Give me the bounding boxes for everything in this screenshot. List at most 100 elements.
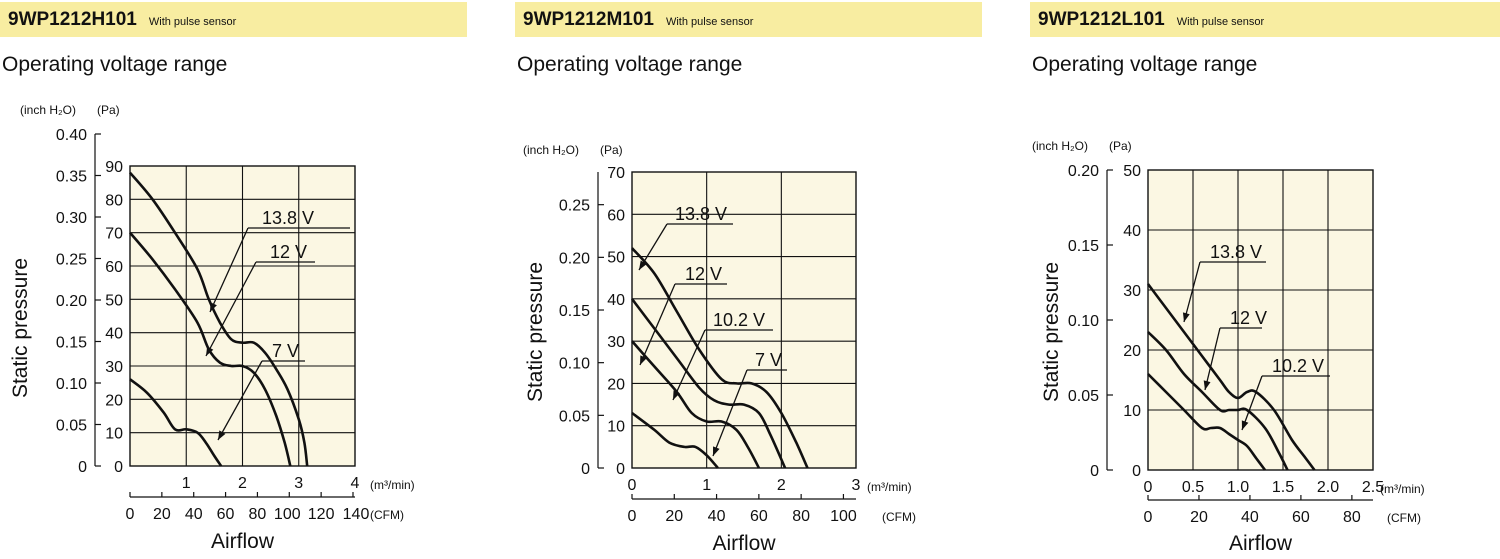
series-label-arrowhead [1182, 312, 1190, 322]
cfm-tick-label: 100 [830, 508, 857, 525]
pa-tick-label: 20 [1123, 343, 1141, 360]
plot-area [631, 171, 857, 469]
series-label-leader [672, 329, 706, 401]
pa-tick-label: 40 [1123, 223, 1141, 240]
inh2o-unit-label: (inch H₂O) [20, 103, 76, 117]
cfm-tick-label: 20 [1190, 509, 1208, 526]
m3-unit-label: (m³/min) [867, 480, 912, 494]
cfm-unit-label: (CFM) [370, 508, 404, 522]
series-curve-12v [1147, 331, 1289, 471]
pa-tick-label: 10 [607, 419, 625, 436]
pa-tick-label: 50 [1123, 163, 1141, 180]
series-label: 12 V [1230, 308, 1267, 328]
inh2o-tick-label: 0.15 [56, 335, 87, 352]
series-label-arrowhead [1241, 420, 1249, 430]
y-axis-title: Static pressure [524, 262, 547, 402]
series-label-leader [639, 283, 676, 366]
cfm-tick-label: 140 [343, 506, 370, 523]
inh2o-tick-label: 0.15 [559, 303, 590, 320]
model-header: 9WP1212H101 With pulse sensor [0, 2, 467, 37]
series-label-arrowhead [210, 302, 217, 312]
pa-tick-label: 90 [105, 159, 123, 176]
x-axis-title: Airflow [1229, 532, 1293, 555]
inh2o-tick-label: 0.15 [1068, 238, 1099, 255]
series-label-leader [1204, 327, 1221, 391]
series-label-leader [209, 227, 249, 313]
inh2o-tick-label: 0.30 [56, 210, 87, 227]
pa-unit-label: (Pa) [600, 143, 623, 157]
section-title: Operating voltage range [2, 53, 228, 76]
series-label-leader [1241, 375, 1263, 431]
inh2o-tick-label: 0.05 [559, 408, 590, 425]
inh2o-tick-label: 0.10 [559, 356, 590, 373]
series-curve-102v [1147, 373, 1267, 471]
y-axis-title: Static pressure [1040, 262, 1063, 402]
y-axis-title: Static pressure [9, 258, 32, 398]
series-label-arrowhead [206, 346, 214, 356]
series-label-arrowhead [673, 390, 680, 400]
pa-tick-label: 70 [105, 226, 123, 243]
cfm-tick-label: 80 [249, 506, 267, 523]
pa-tick-label: 30 [1123, 283, 1141, 300]
pa-tick-label: 80 [105, 192, 123, 209]
series-curve-7v [631, 411, 719, 469]
model-subtitle: With pulse sensor [148, 16, 237, 28]
pa-tick-label: 0 [1132, 463, 1141, 480]
m3-tick-label: 2.5 [1362, 479, 1384, 496]
series-label: 13.8 V [262, 208, 314, 228]
cfm-tick-label: 0 [126, 506, 135, 523]
section-title: Operating voltage range [517, 53, 743, 76]
inh2o-tick-label: 0.40 [56, 127, 87, 144]
chart-svg: 010203040506070809000.050.100.150.200.25… [9, 103, 415, 553]
series-label-leader [205, 261, 257, 357]
pa-unit-label: (Pa) [1109, 139, 1132, 153]
m3-tick-label: 0.5 [1182, 479, 1204, 496]
section-title: Operating voltage range [1032, 53, 1258, 76]
pa-tick-label: 40 [607, 292, 625, 309]
series-label-leader [217, 360, 263, 441]
cfm-tick-label: 20 [153, 506, 171, 523]
cfm-tick-label: 80 [792, 508, 810, 525]
chart-svg: 01020304050607000.050.100.150.200.25(inc… [523, 143, 916, 555]
cfm-unit-label: (CFM) [882, 510, 916, 524]
model-header: 9WP1212L101 With pulse sensor [1030, 2, 1500, 37]
inh2o-tick-label: 0.25 [559, 198, 590, 215]
cfm-unit-label: (CFM) [1387, 511, 1421, 525]
series-label: 12 V [685, 264, 722, 284]
cfm-tick-label: 0 [628, 508, 637, 525]
series-curve-102v [631, 340, 761, 469]
inh2o-tick-label: 0 [78, 459, 87, 476]
chart-svg: 0 10 20 30 40 50 0 0.05 0.10 0.15 0.20 (inch H₂O) (P… [1032, 139, 1425, 555]
pa-tick-label: 20 [607, 376, 625, 393]
pa-tick-label: 60 [607, 207, 625, 224]
cfm-tick-label: 0 [1144, 509, 1153, 526]
cfm-tick-label: 40 [1241, 509, 1259, 526]
series-label: 12 V [270, 242, 307, 262]
chart-panel-l101: 9WP1212L101 With pulse sensor Operating v… [1030, 0, 1500, 559]
cfm-tick-label: 80 [1343, 509, 1361, 526]
inh2o-tick-label: 0.35 [56, 169, 87, 186]
series-curve-12v [129, 231, 292, 467]
series-label-arrowhead [713, 446, 720, 456]
cfm-tick-label: 40 [185, 506, 203, 523]
m3-tick-label: 0 [628, 477, 637, 494]
series-curve-7v [129, 378, 223, 467]
series-label: 7 V [272, 341, 299, 361]
cfm-tick-label: 120 [308, 506, 335, 523]
inh2o-tick-label: 0.20 [56, 293, 87, 310]
series-label-arrowhead [218, 430, 226, 440]
inh2o-unit-label: (inch H₂O) [1032, 139, 1088, 153]
model-header: 9WP1212M101 With pulse sensor [515, 2, 982, 37]
m3-tick-label: 3 [294, 475, 303, 492]
pa-tick-label: 10 [1123, 403, 1141, 420]
cfm-tick-label: 60 [750, 508, 768, 525]
pa-tick-label: 40 [105, 326, 123, 343]
inh2o-unit-label: (inch H₂O) [523, 143, 579, 157]
inh2o-tick-label: 0.25 [56, 252, 87, 269]
cfm-tick-label: 20 [665, 508, 683, 525]
chart-panel-m101: 9WP1212M101 With pulse sensor Operating v… [515, 0, 985, 559]
x-axis-title: Airflow [211, 530, 275, 553]
series-label: 10.2 V [1272, 356, 1324, 376]
pa-tick-label: 0 [114, 459, 123, 476]
model-subtitle: With pulse sensor [1176, 16, 1265, 28]
